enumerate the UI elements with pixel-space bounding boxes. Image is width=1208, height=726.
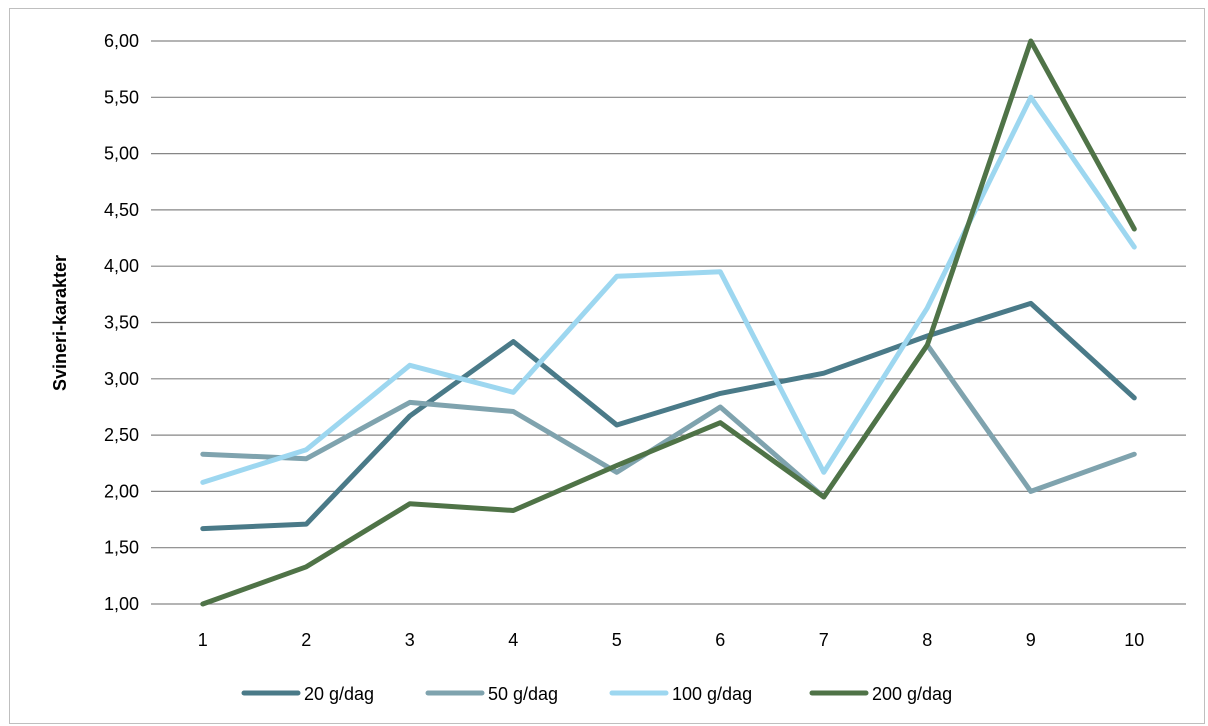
y-tick-label: 2,00	[104, 481, 139, 501]
x-tick-label: 1	[198, 630, 208, 650]
legend-label: 50 g/dag	[488, 684, 558, 704]
x-tick-label: 10	[1124, 630, 1144, 650]
legend-item: 200 g/dag	[809, 684, 952, 704]
y-axis-ticks: 1,00 1,50 2,00 2,50 3,00 3,50 4,00 4,50 5,00 5,50…	[104, 31, 139, 614]
x-tick-label: 7	[819, 630, 829, 650]
legend-label: 20 g/dag	[304, 684, 374, 704]
series-lines	[200, 38, 1137, 607]
legend-item: 20 g/dag	[241, 684, 374, 704]
x-tick-label: 9	[1026, 630, 1036, 650]
y-tick-label: 4,00	[104, 256, 139, 276]
y-tick-label: 5,00	[104, 144, 139, 164]
legend-item: 50 g/dag	[425, 684, 558, 704]
legend-label: 200 g/dag	[872, 684, 952, 704]
x-tick-label: 2	[301, 630, 311, 650]
y-tick-label: 2,50	[104, 425, 139, 445]
x-tick-label: 8	[922, 630, 932, 650]
y-tick-label: 6,00	[104, 31, 139, 51]
series-line	[200, 300, 1137, 532]
y-tick-label: 3,50	[104, 313, 139, 333]
y-tick-label: 1,00	[104, 594, 139, 614]
series-line	[200, 342, 1137, 500]
y-axis-title: Svineri-karakter	[50, 255, 70, 391]
x-axis-ticks: 1 2 3 4 5 6 7 8 9 10	[198, 630, 1145, 650]
y-tick-label: 3,00	[104, 369, 139, 389]
y-tick-label: 4,50	[104, 200, 139, 220]
x-tick-label: 5	[612, 630, 622, 650]
x-tick-label: 4	[508, 630, 518, 650]
x-tick-label: 6	[715, 630, 725, 650]
legend-item: 100 g/dag	[609, 684, 752, 704]
gridlines	[151, 40, 1186, 605]
series-line	[200, 38, 1137, 607]
series-line	[200, 94, 1137, 485]
y-tick-label: 1,50	[104, 538, 139, 558]
y-tick-label: 5,50	[104, 87, 139, 107]
x-tick-label: 3	[405, 630, 415, 650]
legend: 20 g/dag 50 g/dag 100 g/dag 200 g/dag	[241, 684, 952, 704]
legend-label: 100 g/dag	[672, 684, 752, 704]
